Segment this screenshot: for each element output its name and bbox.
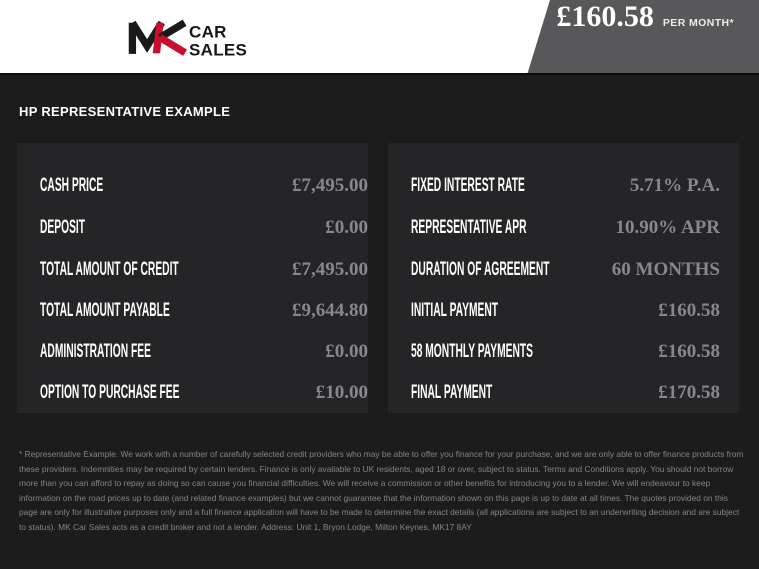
- svg-text:SALES: SALES: [189, 41, 247, 60]
- svg-text:CAR: CAR: [189, 23, 227, 42]
